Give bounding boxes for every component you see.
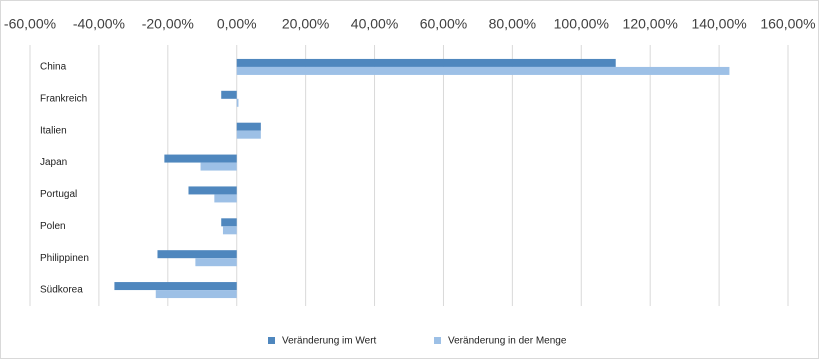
legend-swatch [434, 337, 441, 344]
x-tick-label: 80,00% [489, 16, 536, 32]
bar [221, 90, 237, 99]
category-label: Polen [40, 221, 66, 232]
legend-label: Veränderung im Wert [282, 336, 377, 347]
x-tick-label: 120,00% [623, 16, 678, 32]
category-label: Japan [40, 157, 67, 168]
x-tick-label: -60,00% [4, 16, 56, 32]
bar [236, 58, 616, 67]
x-tick-label: 100,00% [554, 16, 609, 32]
x-tick-label: -40,00% [73, 16, 125, 32]
legend-label: Veränderung in der Menge [448, 336, 567, 347]
x-tick-label: 0,00% [217, 16, 257, 32]
x-tick-label: 140,00% [691, 16, 746, 32]
x-tick-label: 20,00% [282, 16, 329, 32]
category-label: Frankreich [40, 93, 87, 104]
x-tick-label: -20,00% [142, 16, 194, 32]
bar [164, 154, 237, 163]
category-label: China [40, 62, 67, 73]
bar [195, 258, 237, 267]
bar [222, 226, 237, 235]
legend-swatch [268, 337, 275, 344]
bar [200, 162, 237, 171]
bar [236, 122, 261, 131]
category-label: Italien [40, 125, 67, 136]
bar [114, 282, 237, 291]
category-label: Philippinen [40, 253, 89, 264]
x-tick-label: 160,00% [760, 16, 815, 32]
bar [188, 186, 237, 195]
bar [221, 218, 237, 227]
bar [157, 250, 237, 259]
category-label: Portugal [40, 189, 77, 200]
x-tick-label: 40,00% [351, 16, 398, 32]
bar [236, 66, 730, 75]
bar [236, 130, 261, 139]
bar [155, 290, 237, 299]
bar [236, 98, 239, 107]
x-tick-label: 60,00% [420, 16, 467, 32]
bar [214, 194, 237, 203]
category-label: Südkorea [40, 285, 83, 296]
